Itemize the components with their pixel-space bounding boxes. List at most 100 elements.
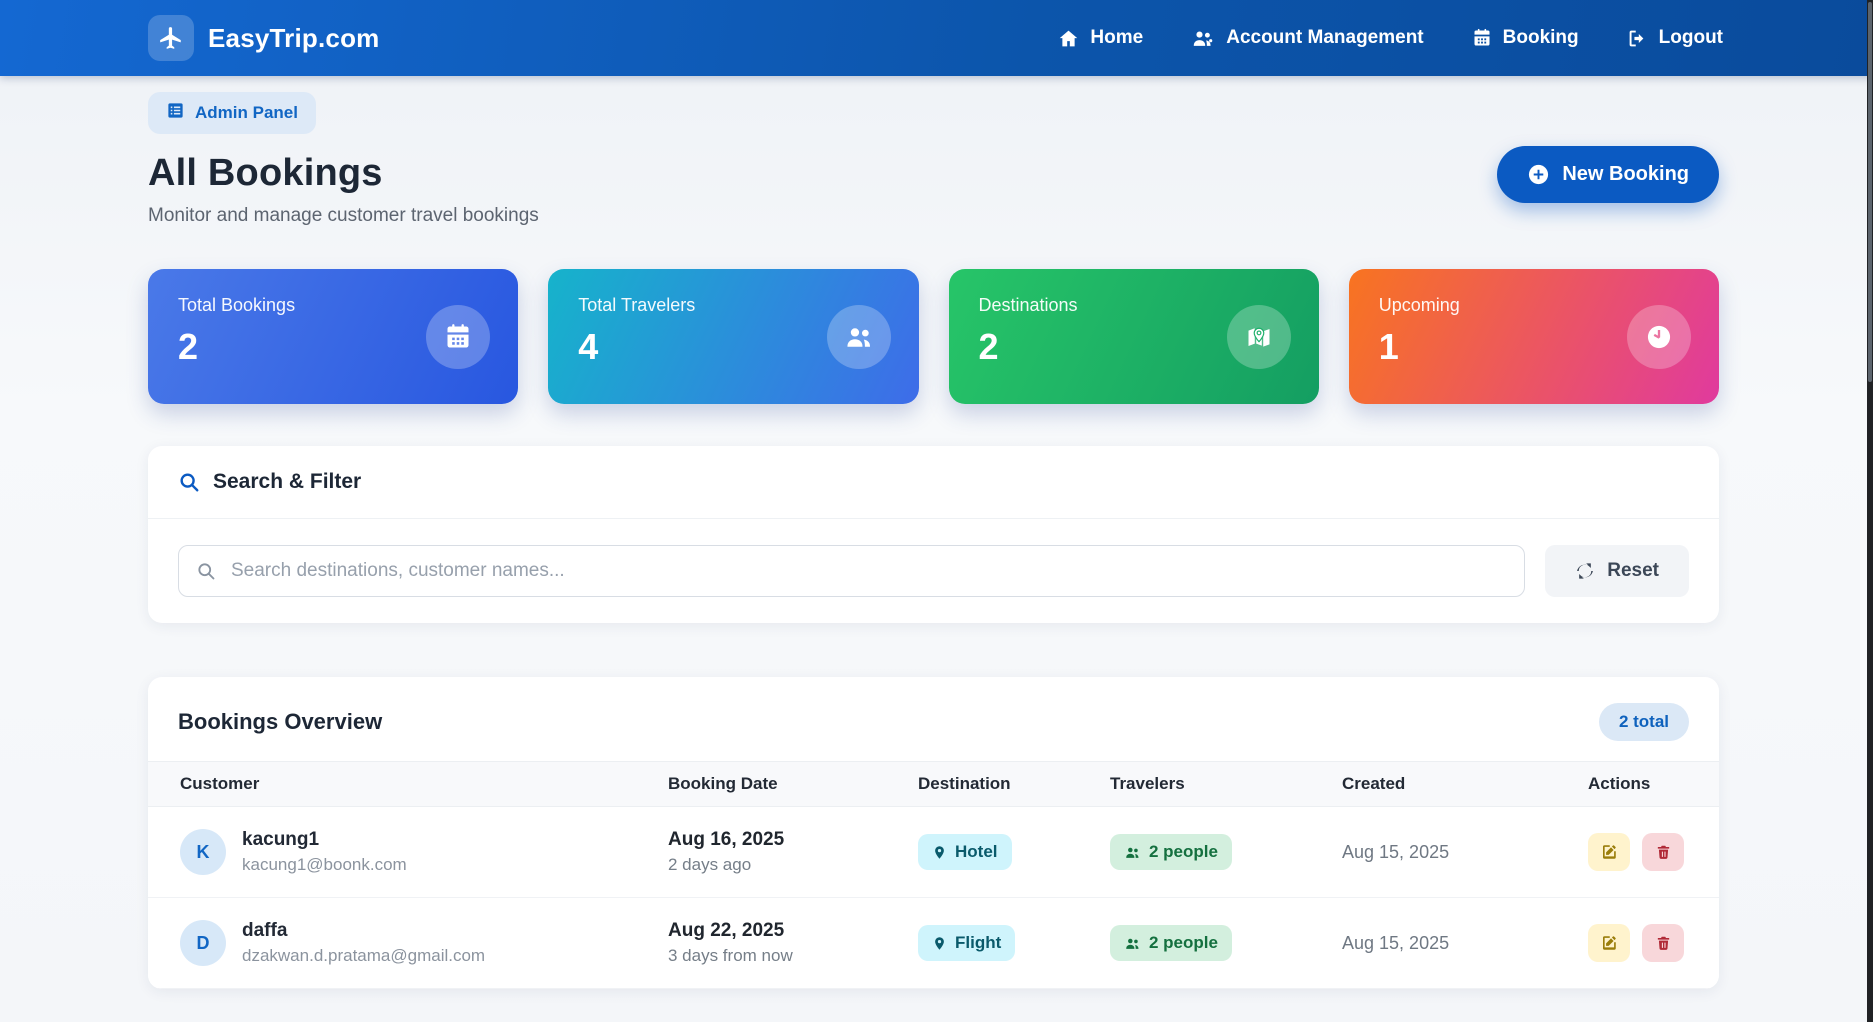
reset-icon: [1575, 561, 1595, 581]
admin-panel-badge: Admin Panel: [148, 92, 316, 134]
travelers-label: 2 people: [1149, 933, 1218, 952]
table-header-row: Customer Booking Date Destination Travel…: [148, 761, 1719, 807]
trash-icon: [1655, 844, 1672, 861]
list-icon: [166, 101, 185, 125]
new-booking-button[interactable]: New Booking: [1497, 146, 1719, 203]
booking-date: Aug 22, 2025: [668, 920, 785, 941]
nav-item-label: Logout: [1658, 27, 1723, 48]
booking-date-relative: 3 days from now: [668, 946, 793, 965]
map-pin-icon: [1226, 304, 1291, 369]
bookings-overview-card: Bookings Overview 2 total Customer Booki…: [148, 677, 1719, 989]
logout-icon: [1627, 28, 1648, 49]
reset-label: Reset: [1607, 560, 1659, 581]
customer-name: daffa: [242, 920, 288, 941]
nav-item-logout[interactable]: Logout: [1627, 27, 1723, 49]
column-header-created: Created: [1342, 774, 1406, 793]
nav-item-label: Home: [1090, 27, 1144, 48]
nav-item-label: Account Management: [1226, 27, 1424, 48]
customer-email: kacung1@boonk.com: [242, 855, 407, 874]
column-header-travelers: Travelers: [1110, 774, 1185, 793]
travelers-label: 2 people: [1149, 842, 1218, 861]
main-content: Admin Panel All Bookings Monitor and man…: [0, 76, 1873, 989]
stat-label: Total Travelers: [578, 295, 696, 315]
search-input[interactable]: [178, 545, 1526, 597]
avatar: D: [180, 920, 226, 966]
users-icon: [826, 304, 891, 369]
stat-label: Upcoming: [1378, 295, 1460, 315]
home-icon: [1058, 28, 1079, 49]
booking-date-relative: 2 days ago: [668, 855, 752, 874]
stat-card-destinations: Destinations 2: [948, 269, 1319, 404]
table-row: D daffa dzakwan.d.pratama@gmail.com Aug …: [148, 898, 1719, 989]
trash-icon: [1655, 935, 1672, 952]
stat-card-upcoming: Upcoming 1: [1348, 269, 1719, 404]
stat-label: Destinations: [978, 295, 1078, 315]
calendar-icon: [1472, 28, 1492, 48]
column-header-customer: Customer: [180, 774, 260, 793]
location-pin-icon: [932, 845, 947, 860]
search-icon: [178, 471, 200, 493]
booking-date: Aug 16, 2025: [668, 829, 785, 850]
bookings-overview-title: Bookings Overview: [178, 709, 383, 734]
stat-value: 1: [1378, 326, 1399, 367]
created-date: Aug 15, 2025: [1342, 841, 1450, 862]
created-date: Aug 15, 2025: [1342, 932, 1450, 953]
destination-badge: Hotel: [918, 834, 1012, 870]
plane-icon: [148, 15, 194, 61]
calendar-icon: [426, 304, 491, 369]
column-header-destination: Destination: [918, 774, 1011, 793]
stat-card-total-bookings: Total Bookings 2: [148, 269, 519, 404]
plus-circle-icon: [1527, 163, 1550, 186]
delete-button[interactable]: [1642, 924, 1684, 962]
location-pin-icon: [932, 936, 947, 951]
search-filter-title: Search & Filter: [213, 470, 362, 493]
travelers-badge: 2 people: [1110, 925, 1232, 961]
nav-item-label: Booking: [1502, 27, 1579, 48]
table-row: K kacung1 kacung1@boonk.com Aug 16, 2025…: [148, 807, 1719, 898]
stat-card-total-travelers: Total Travelers 4: [548, 269, 919, 404]
stats-row: Total Bookings 2 Total Travelers 4 Desti…: [148, 269, 1719, 404]
page-scrollbar[interactable]: [1867, 0, 1873, 1022]
page-header: All Bookings Monitor and manage customer…: [148, 146, 1719, 227]
stat-value: 4: [578, 326, 599, 367]
page-title: All Bookings: [148, 152, 383, 194]
delete-button[interactable]: [1642, 833, 1684, 871]
column-header-booking-date: Booking Date: [668, 774, 778, 793]
navbar: EasyTrip.com Home Account Management Boo…: [0, 0, 1873, 76]
nav-item-account-management[interactable]: Account Management: [1191, 27, 1424, 49]
search-filter-card: Search & Filter Reset: [148, 446, 1719, 623]
edit-button[interactable]: [1588, 833, 1630, 871]
destination-badge: Flight: [918, 925, 1016, 961]
brand-logo[interactable]: EasyTrip.com: [148, 15, 379, 61]
nav-links: Home Account Management Booking Logout: [1058, 27, 1723, 49]
destination-label: Hotel: [955, 842, 998, 861]
edit-button[interactable]: [1588, 924, 1630, 962]
clock-icon: [1627, 304, 1691, 369]
stat-value: 2: [978, 326, 999, 367]
customer-name: kacung1: [242, 829, 320, 850]
search-icon: [196, 561, 216, 581]
travelers-badge: 2 people: [1110, 834, 1232, 870]
destination-label: Flight: [955, 933, 1002, 952]
brand-name: EasyTrip.com: [208, 22, 380, 53]
admin-panel-label: Admin Panel: [195, 103, 298, 122]
edit-icon: [1600, 934, 1618, 952]
new-booking-label: New Booking: [1562, 163, 1689, 185]
page-subtitle: Monitor and manage customer travel booki…: [148, 205, 539, 226]
nav-item-booking[interactable]: Booking: [1472, 27, 1579, 49]
stat-value: 2: [178, 326, 199, 367]
stat-label: Total Bookings: [178, 295, 296, 315]
scrollbar-thumb[interactable]: [1868, 2, 1872, 382]
search-box: [178, 545, 1526, 597]
customer-email: dzakwan.d.pratama@gmail.com: [242, 946, 486, 965]
avatar: K: [180, 829, 226, 875]
reset-button[interactable]: Reset: [1545, 545, 1689, 597]
edit-icon: [1600, 843, 1618, 861]
people-icon: [1124, 936, 1141, 951]
search-filter-header: Search & Filter: [148, 446, 1719, 519]
people-icon: [1124, 845, 1141, 860]
column-header-actions: Actions: [1588, 774, 1651, 793]
total-count-badge: 2 total: [1598, 703, 1689, 741]
users-gear-icon: [1191, 28, 1215, 49]
nav-item-home[interactable]: Home: [1058, 27, 1143, 49]
